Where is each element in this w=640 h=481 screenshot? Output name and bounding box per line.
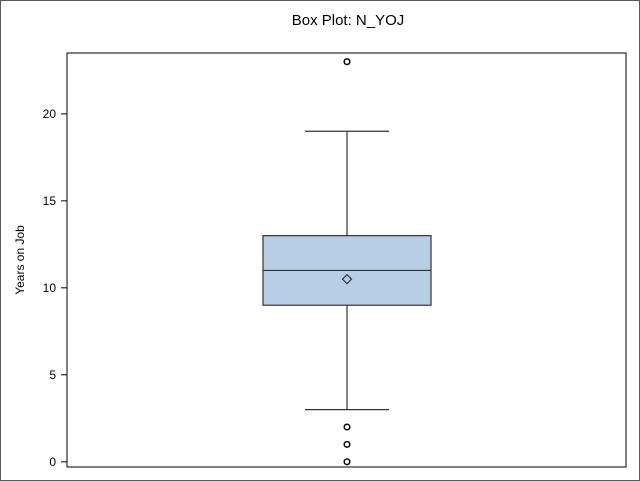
y-tick-label: 0 — [49, 455, 56, 469]
outlier-point — [343, 458, 351, 466]
y-tick-label: 20 — [43, 107, 57, 121]
outlier-point — [343, 58, 351, 66]
outlier-point — [343, 423, 351, 431]
y-tick-label: 5 — [49, 368, 56, 382]
y-axis: 0 5 10 15 20 — [43, 107, 67, 469]
plot-area — [66, 52, 627, 468]
y-tick-label: 15 — [43, 194, 57, 208]
chart-title: Box Plot: N_YOJ — [292, 12, 405, 29]
outlier-point — [343, 440, 351, 448]
mean-marker — [341, 273, 353, 285]
y-axis-label: Years on Job — [13, 225, 27, 295]
y-tick-label: 10 — [43, 281, 57, 295]
box-plot-marks — [262, 58, 432, 466]
